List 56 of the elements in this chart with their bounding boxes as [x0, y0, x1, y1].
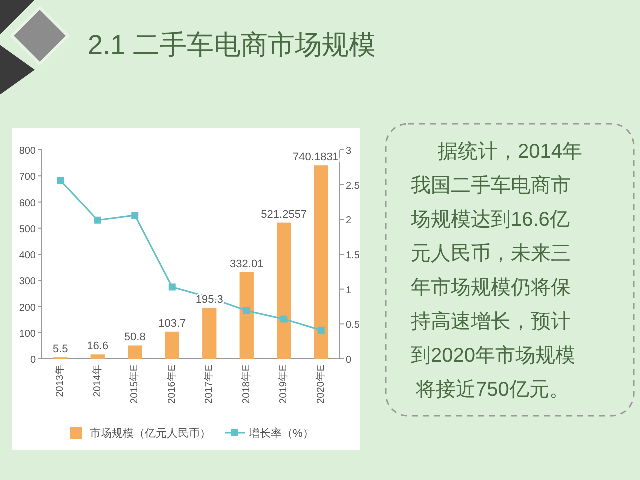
data-label: 521.2557: [261, 208, 308, 221]
data-label: 50.8: [124, 332, 146, 344]
bar: [240, 272, 254, 359]
text: 场规模达到16.6亿: [410, 209, 570, 231]
y2-tick-label: 1.5: [346, 250, 360, 262]
y-tick-label: 300: [19, 276, 36, 288]
x-tick-label: 2015年E: [128, 364, 141, 404]
text: 持高速增长，预计: [411, 310, 571, 333]
y-tick-label: 500: [19, 224, 36, 236]
data-label: 103.7: [158, 318, 186, 330]
y2-tick-label: 0: [346, 355, 352, 366]
y-tick-label: 600: [19, 198, 36, 210]
bar: [165, 332, 180, 359]
point: [243, 307, 250, 314]
text: 到2020年市场规模: [411, 345, 576, 367]
point: [168, 284, 176, 291]
point: [132, 212, 139, 219]
point: [57, 177, 64, 184]
x-tick-label: 2016年E: [166, 364, 178, 404]
text: 据统计，2014年: [438, 141, 582, 163]
text: 将接近750亿元。: [415, 379, 570, 401]
x-tick-label: 2019年E: [278, 364, 290, 404]
bar: [128, 346, 142, 359]
point: [280, 316, 288, 323]
data-label: 5.5: [52, 344, 68, 356]
bar: [90, 354, 105, 359]
y2-tick-label: 2: [346, 216, 352, 227]
x-tick-label: 2014年: [91, 365, 104, 398]
x-tick-label: 2020年E: [314, 364, 327, 404]
y2-tick-label: 3: [346, 146, 352, 157]
y2-tick-label: 0.5: [346, 320, 360, 332]
text: 元人民币，未来三: [411, 243, 571, 265]
point: [94, 216, 102, 224]
text: 年市场规模仍将保: [411, 277, 571, 299]
point: [318, 326, 325, 334]
text: 我国二手车电商市: [411, 175, 571, 197]
bar: [314, 166, 328, 359]
y2-tick-label: 2.5: [346, 180, 360, 192]
y-tick-label: 0: [30, 355, 36, 366]
y-tick-label: 800: [19, 146, 36, 157]
y-tick-label: 100: [19, 328, 36, 340]
y2-tick-label: 1: [346, 285, 352, 296]
y-tick-label: 200: [19, 302, 36, 314]
data-label: 332.01: [230, 258, 264, 270]
legend-label: 市场规模（亿元人民币）: [90, 427, 211, 440]
bar: [277, 222, 292, 359]
y-tick-label: 400: [19, 250, 36, 262]
x-tick-label: 2018年E: [240, 364, 252, 404]
data-label: 16.6: [87, 340, 109, 353]
chart-title: 2.1 二手车电商市场规模: [88, 30, 376, 60]
y-tick-label: 700: [19, 172, 36, 184]
x-tick-label: 2013年: [54, 365, 66, 398]
data-label: 740.1831: [293, 152, 339, 164]
x-tick-label: 2017年E: [203, 364, 216, 404]
legend-label: 增长率（%）: [248, 427, 314, 440]
bar: [202, 308, 217, 359]
